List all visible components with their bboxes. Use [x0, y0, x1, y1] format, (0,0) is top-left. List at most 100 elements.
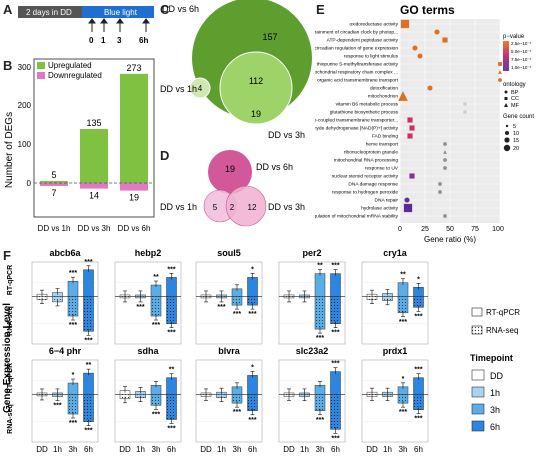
venn-up-label-6h: DD vs 6h	[162, 4, 199, 14]
sig-bot-7-3: ***	[248, 417, 256, 424]
bar-up-value-0: 5	[51, 170, 56, 180]
bar-down-value-0: 7	[51, 188, 56, 198]
panel-label-d: D	[160, 148, 170, 163]
sig-bot-5-1: ***	[53, 403, 61, 410]
venn-up-panel: DD vs 6h DD vs 1h DD vs 3h 157 112 4 19	[160, 0, 312, 140]
bar-down-0	[40, 183, 68, 186]
sig-top-1-3: ***	[167, 266, 175, 273]
go-point-5	[498, 62, 502, 66]
xcat-8-3: 6h	[331, 445, 340, 454]
xcat-9-2: 3h	[399, 445, 408, 454]
light-period-bar	[82, 6, 154, 18]
go-term-21: response to hydrogen peroxide	[332, 190, 398, 196]
go-point-23	[403, 203, 413, 213]
xcat-6-1: 1h	[136, 445, 145, 454]
rna-bar-0-3	[83, 296, 94, 332]
go-xtick-25: 25	[421, 226, 429, 233]
dark-period-bar	[18, 6, 82, 18]
deg-bar-chart: Number of DEGs 300 200 100 0 Upregulated…	[4, 58, 155, 233]
tick-3: 3	[117, 36, 122, 45]
timepoint-swatch-0	[471, 369, 485, 381]
go-term-2: ATP-dependent peptidase activity	[327, 38, 399, 44]
venn-up-count-63: 112	[249, 76, 263, 86]
gene-title-9: prdx1	[383, 346, 408, 356]
deg-ytick-100: 100	[18, 140, 32, 149]
go-legend-ontology-title: ontology	[503, 82, 526, 88]
rna-bar-7-3	[247, 394, 258, 412]
go-point-22	[404, 197, 410, 203]
venn-down-label-6h: DD vs 6h	[256, 162, 293, 172]
legend-up-swatch	[37, 62, 45, 69]
go-term-8: detoxification	[370, 86, 398, 92]
gene-plot-8: slc23a2 DD 1h *** 3h *** *** 6h	[278, 346, 346, 454]
sig-bot-6-3: ***	[167, 425, 175, 432]
axis-rna-0: RNA-seq	[7, 306, 14, 336]
rna-bar-1-3	[166, 296, 177, 324]
go-count-10: 10	[513, 131, 519, 137]
sig-bot-7-2: ***	[233, 409, 241, 416]
bar-up-2	[120, 73, 148, 183]
go-term-3: circadian regulation of gene expression	[315, 46, 398, 52]
legend-rnaseq-label: RNA-seq	[486, 326, 518, 335]
rna-bar-8-3	[330, 394, 341, 430]
xcat-6-2: 3h	[152, 445, 161, 454]
go-point-1	[434, 29, 440, 35]
sig-bot-8-2: ***	[316, 417, 324, 424]
sig-top-9-2: *	[402, 376, 405, 383]
venn-up-count-1h: 4	[198, 84, 203, 93]
sig-top-2-3: *	[251, 266, 254, 273]
panel-label-c: C	[160, 2, 170, 17]
go-point-4	[417, 53, 423, 59]
sig-bot-9-2: ***	[399, 409, 407, 416]
bar-down-value-1: 14	[89, 191, 99, 201]
go-count-5: 5	[513, 124, 516, 130]
go-term-16: ribonucleoprotein granule	[344, 150, 398, 156]
xcat-7-2: 3h	[233, 445, 242, 454]
go-point-17	[443, 158, 447, 162]
xcat-9-3: 6h	[414, 445, 423, 454]
xcat-5-0: DD	[36, 445, 48, 454]
rna-bar-0-2	[67, 296, 79, 317]
gene-title-5: 6−4 phr	[49, 346, 82, 356]
rt-bar-0-2	[67, 280, 79, 297]
go-ontology-bp: BP	[511, 90, 519, 96]
rt-bar-9-3	[413, 377, 424, 395]
sig-top-9-3: ***	[414, 367, 422, 374]
gene-plot-5: 6−4 phrRT-qPCRRNA-seqDD***1h****3h*****6…	[7, 346, 99, 454]
venn-up-circle-1h	[189, 77, 211, 99]
go-point-18	[443, 166, 447, 170]
bar-down-1	[80, 183, 108, 189]
legend-down-label: Downregulated	[48, 71, 102, 80]
go-xlabel: Gene ratio (%)	[424, 235, 476, 244]
go-xtick-0: 0	[398, 226, 402, 233]
go-term-17: mitochondrial RNA processing	[334, 158, 399, 164]
gene-title-2: soul5	[217, 248, 241, 258]
gene-title-8: slc23a2	[296, 346, 329, 356]
sig-top-5-3: **	[86, 362, 92, 369]
deg-xcat-6h: DD vs 6h	[118, 224, 151, 233]
sig-bot-1-1: ***	[136, 304, 144, 311]
xcat-6-3: 6h	[167, 445, 176, 454]
go-term-5: thiopurine S-methyltransferase activity	[317, 62, 399, 68]
go-point-7	[498, 78, 502, 82]
go-term-13: aldehyde dehydrogenase [NAD(P)+] activit…	[315, 126, 399, 132]
gene-title-0: abcb6a	[49, 248, 81, 258]
gene-plot-2: soul5**********	[195, 248, 263, 345]
go-term-4: response to light stimulus	[344, 54, 399, 60]
go-legend-count-title: Gene count	[503, 114, 534, 120]
go-term-23: hydrolase activity	[361, 206, 398, 212]
go-ontology-mf: MF	[511, 103, 520, 109]
sig-bot-1-3: ***	[167, 330, 175, 337]
xcat-7-1: 1h	[217, 445, 226, 454]
go-count-15: 15	[513, 138, 519, 144]
go-term-24: regulation of mitochondrial mRNA stabili…	[315, 214, 399, 220]
xcat-8-0: DD	[283, 445, 295, 454]
rt-bar-7-3	[247, 375, 258, 395]
xcat-7-0: DD	[200, 445, 212, 454]
rt-bar-8-3	[330, 371, 341, 395]
venn-up-circle-3h	[219, 51, 293, 125]
sig-top-7-3: *	[251, 364, 254, 371]
panel-label-a: A	[3, 2, 13, 17]
go-term-12: ATPase-coupled transmembrane transporter…	[315, 118, 398, 124]
deg-ylabel: Number of DEGs	[4, 112, 15, 188]
